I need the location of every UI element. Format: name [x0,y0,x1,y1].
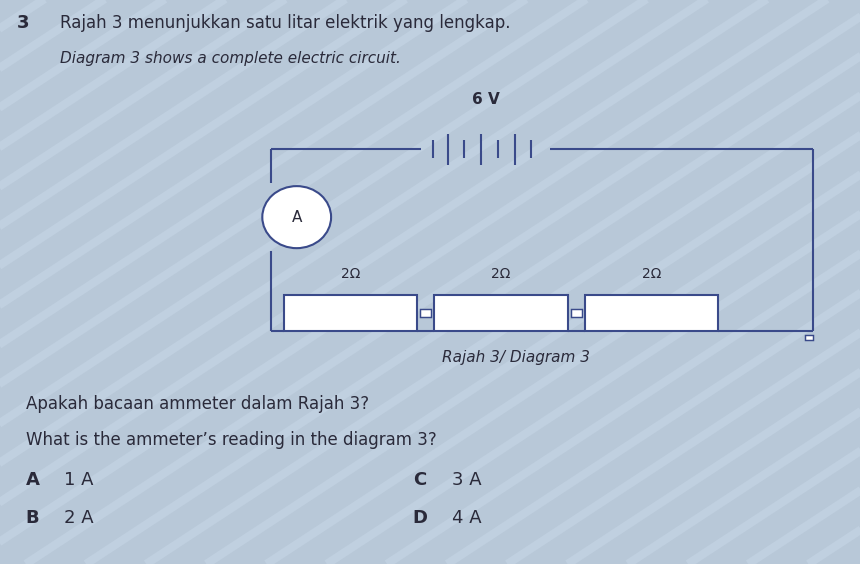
Bar [805,335,813,340]
Text: Rajah 3/ Diagram 3: Rajah 3/ Diagram 3 [442,350,590,365]
Bar [585,294,718,332]
Text: D: D [413,509,427,527]
Text: 3 A: 3 A [452,471,481,489]
Text: B: B [26,509,40,527]
Text: 2Ω: 2Ω [491,267,511,280]
Text: Rajah 3 menunjukkan satu litar elektrik yang lengkap.: Rajah 3 menunjukkan satu litar elektrik … [60,14,511,32]
Bar [284,294,417,332]
Text: What is the ammeter’s reading in the diagram 3?: What is the ammeter’s reading in the dia… [26,431,437,450]
Text: 6 V: 6 V [472,92,500,107]
Text: 2Ω: 2Ω [642,267,661,280]
Text: Diagram 3 shows a complete electric circuit.: Diagram 3 shows a complete electric circ… [60,51,401,66]
Text: Apakah bacaan ammeter dalam Rajah 3?: Apakah bacaan ammeter dalam Rajah 3? [26,395,369,413]
Bar [434,294,568,332]
Text: 1 A: 1 A [64,471,94,489]
Text: A: A [26,471,40,489]
Bar [571,309,582,317]
Text: 2Ω: 2Ω [341,267,360,280]
Ellipse shape [262,186,331,248]
Text: C: C [413,471,426,489]
Text: A: A [292,210,302,224]
Text: 3: 3 [17,14,30,32]
Text: 4 A: 4 A [452,509,481,527]
Text: 2 A: 2 A [64,509,94,527]
Bar [420,309,431,317]
